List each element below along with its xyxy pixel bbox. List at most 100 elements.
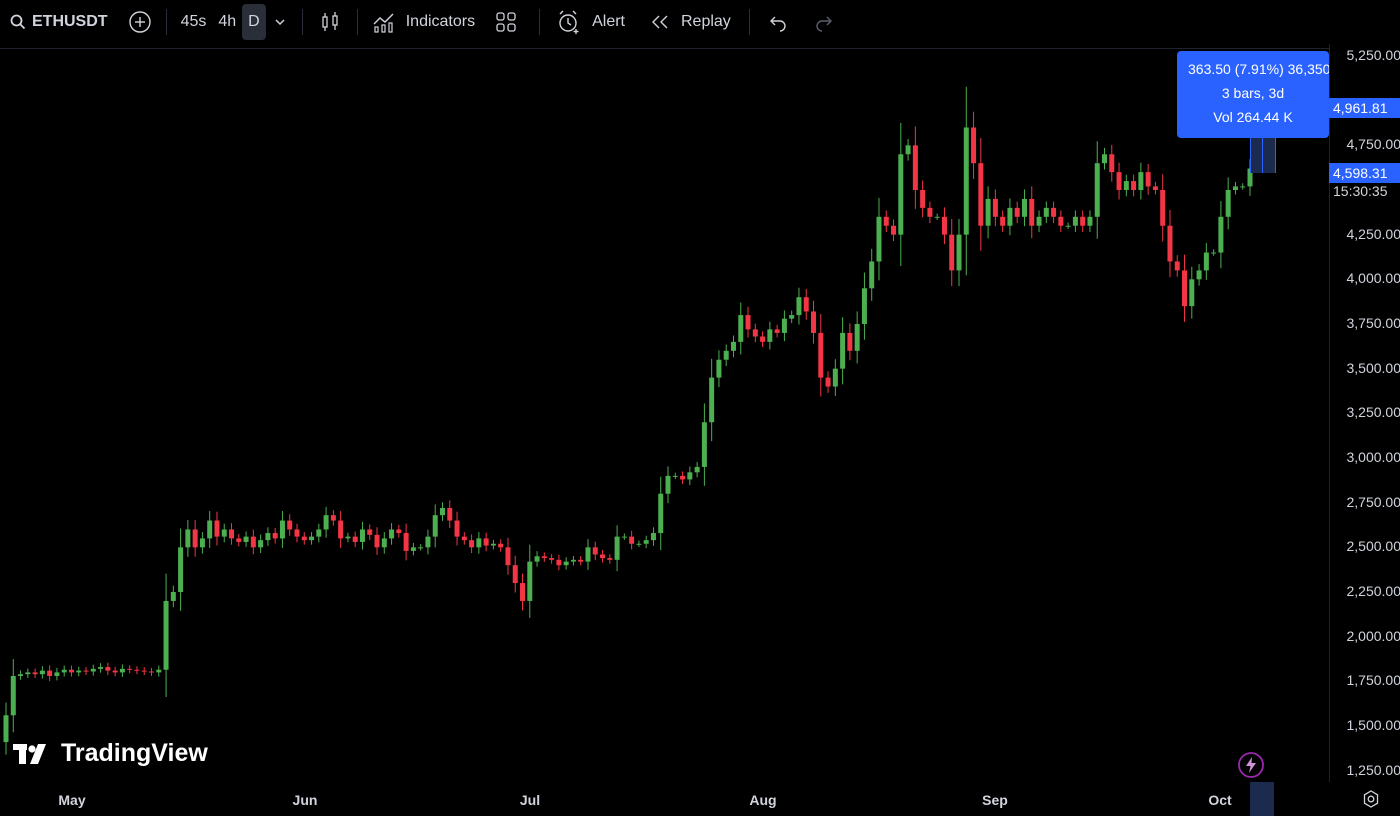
candle-body xyxy=(592,547,598,555)
settings-button[interactable] xyxy=(1362,790,1380,813)
candle-body xyxy=(381,538,387,548)
price-scale[interactable]: 5,250.00 4,750.00 4,250.00 4,000.00 3,750.00… xyxy=(1329,44,1400,782)
price-scale-label: 1,750.00 xyxy=(1346,672,1400,689)
candle-body xyxy=(156,669,162,673)
toolbar-divider xyxy=(165,9,167,35)
alert-button[interactable]: Alert xyxy=(548,5,633,39)
time-scale-label: Oct xyxy=(1208,792,1232,808)
price-scale-label: 2,750.00 xyxy=(1346,493,1400,510)
candle-body xyxy=(629,536,635,544)
candle-body xyxy=(760,336,766,342)
measure-range-line xyxy=(1262,138,1263,173)
compare-symbol-button[interactable] xyxy=(128,5,152,39)
candle-body xyxy=(119,668,125,673)
candlestick-series xyxy=(3,86,1253,755)
candle-body xyxy=(301,536,307,541)
candle-body xyxy=(432,515,438,537)
candle-body xyxy=(330,515,336,521)
candle-body xyxy=(818,332,824,378)
indicators-button[interactable]: Indicators xyxy=(366,5,481,39)
candle-body xyxy=(454,520,460,537)
candle-body xyxy=(570,559,576,562)
candle-body xyxy=(338,520,344,539)
candle-body xyxy=(1051,207,1057,217)
candle-body xyxy=(98,667,104,669)
candle-body xyxy=(141,670,147,672)
candle-body xyxy=(978,163,984,226)
candle-body xyxy=(112,670,118,673)
candle-body xyxy=(250,536,256,548)
chart-type-button[interactable] xyxy=(311,5,349,39)
countdown-label: 15:30:35 xyxy=(1333,183,1388,199)
candle-body xyxy=(134,669,140,671)
candle-body xyxy=(803,297,809,312)
candle-body xyxy=(1123,181,1129,190)
redo-button[interactable] xyxy=(798,5,850,39)
candle-body xyxy=(650,533,656,541)
tradingview-logo[interactable]: TradingView xyxy=(13,739,208,768)
candle-body xyxy=(236,538,242,542)
alert-label: Alert xyxy=(592,13,625,30)
measure-tooltip: 363.50 (7.91%) 36,350 3 bars, 3d Vol 264… xyxy=(1177,51,1329,138)
grid-icon xyxy=(496,12,516,32)
candle-body xyxy=(563,561,569,566)
layouts-button[interactable] xyxy=(481,5,531,39)
candle-body xyxy=(425,536,431,548)
lightning-button[interactable] xyxy=(1237,751,1265,784)
candle-body xyxy=(636,543,642,545)
candle-body xyxy=(847,332,853,351)
timeframe-45s[interactable]: 45s xyxy=(180,13,207,30)
symbol-search-button[interactable]: ETHUSDT xyxy=(10,5,108,39)
candle-body xyxy=(359,529,365,542)
candle-body xyxy=(1131,181,1137,190)
toolbar-divider xyxy=(356,9,358,35)
candle-body xyxy=(47,670,53,676)
candle-body xyxy=(1072,216,1078,226)
candle-body xyxy=(614,536,620,560)
candle-body xyxy=(3,715,9,743)
candle-body xyxy=(949,234,955,271)
candle-body xyxy=(927,207,933,217)
last-price-value: 4,598.31 xyxy=(1333,165,1388,181)
price-scale-label: 2,250.00 xyxy=(1346,583,1400,599)
undo-button[interactable] xyxy=(758,5,798,39)
candle-body xyxy=(985,198,991,226)
candle-body xyxy=(1152,186,1158,190)
time-scale[interactable]: May Jun Jul Aug Sep Oct xyxy=(0,782,1329,816)
chart-pane[interactable] xyxy=(0,48,1329,783)
candle-body xyxy=(309,536,315,541)
time-scale-label: Aug xyxy=(749,792,777,808)
candle-body xyxy=(1029,198,1035,226)
candle-body xyxy=(512,565,518,584)
alarm-clock-icon xyxy=(559,10,579,34)
candle-body xyxy=(90,668,96,672)
candle-body xyxy=(68,669,74,673)
candle-body xyxy=(1036,216,1042,226)
candle-body xyxy=(869,261,875,289)
candle-body xyxy=(672,475,678,477)
price-scale-label: 3,000.00 xyxy=(1346,449,1400,465)
candle-body xyxy=(1014,207,1020,217)
candle-body xyxy=(1109,154,1115,173)
candle-body xyxy=(439,508,445,516)
candle-body xyxy=(447,508,453,521)
candle-body xyxy=(600,554,606,559)
candle-body xyxy=(185,529,191,548)
chevron-down-icon xyxy=(275,19,285,26)
candle-body xyxy=(1182,270,1188,307)
replay-button[interactable]: Replay xyxy=(633,5,741,39)
candle-body xyxy=(105,667,111,671)
candle-body xyxy=(774,329,780,333)
candle-body xyxy=(54,672,60,676)
timeframe-dropdown[interactable] xyxy=(266,5,294,39)
candle-body xyxy=(83,670,89,672)
timeframe-d[interactable]: D xyxy=(242,4,266,40)
candle-body xyxy=(992,198,998,217)
candle-body xyxy=(680,475,686,480)
candle-body xyxy=(701,422,707,467)
timeframe-4h[interactable]: 4h xyxy=(218,13,237,30)
candle-body xyxy=(1102,154,1108,164)
indicators-label: Indicators xyxy=(405,13,476,30)
candle-body xyxy=(876,216,882,262)
candle-body xyxy=(229,529,235,539)
